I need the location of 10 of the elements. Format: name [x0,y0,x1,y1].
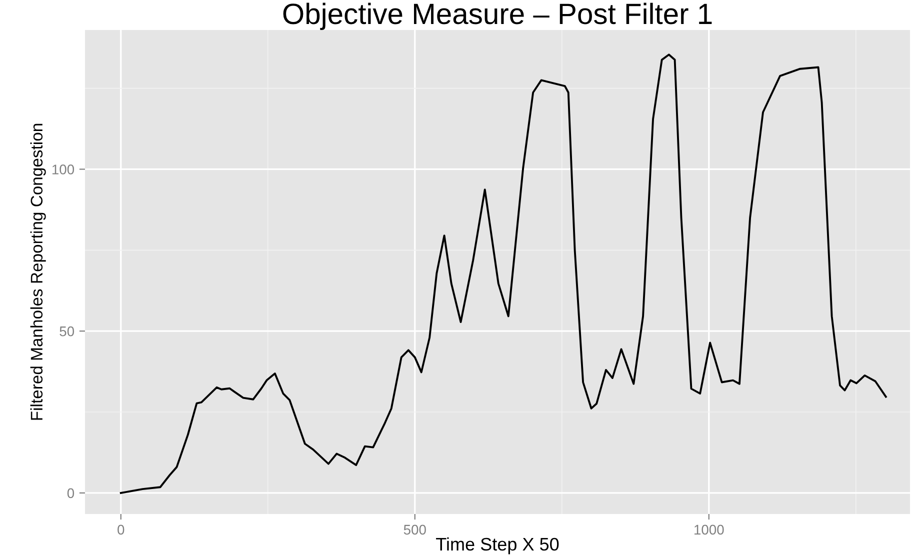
line-series [120,54,887,494]
chart-title: Objective Measure – Post Filter 1 [283,2,712,30]
y-tick-label: 50 [60,326,74,336]
y-tick-label: 0 [67,488,74,498]
x-axis-title: Time Step X 50 [436,537,559,554]
x-tick-label: 0 [118,524,124,535]
y-axis-title: Filtered Manholes Reporting Congestion [30,124,46,420]
x-tick-label: 1000 [694,524,724,535]
y-tick-label: 100 [52,164,74,174]
x-tick-label: 500 [404,524,426,535]
